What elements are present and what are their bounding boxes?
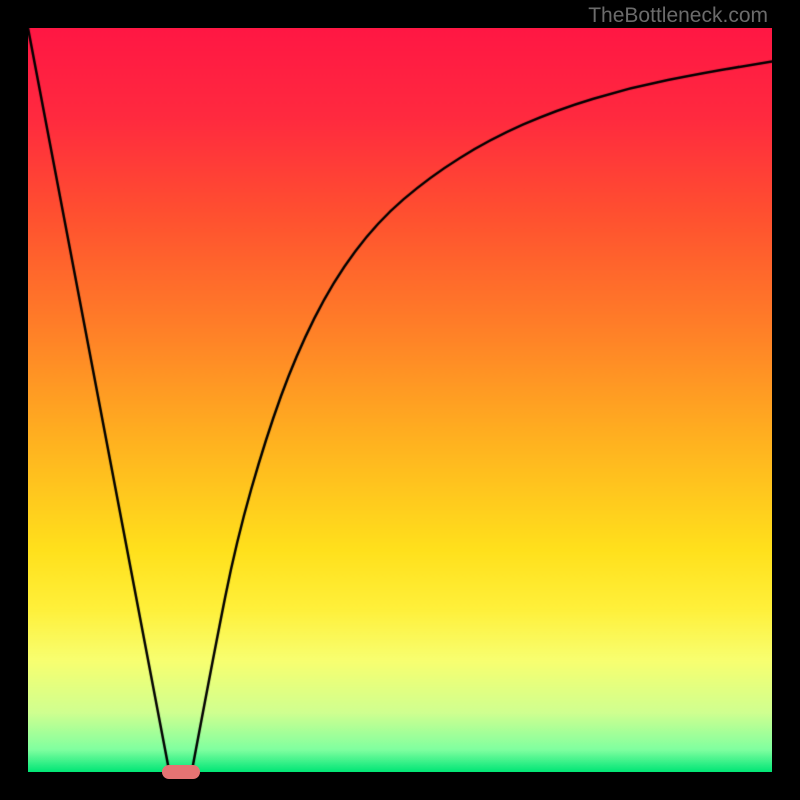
bottleneck-curve — [28, 28, 772, 772]
watermark-text: TheBottleneck.com — [588, 4, 768, 28]
chart-container: TheBottleneck.com — [0, 0, 800, 800]
optimal-marker — [162, 765, 200, 779]
plot-area — [28, 28, 772, 772]
